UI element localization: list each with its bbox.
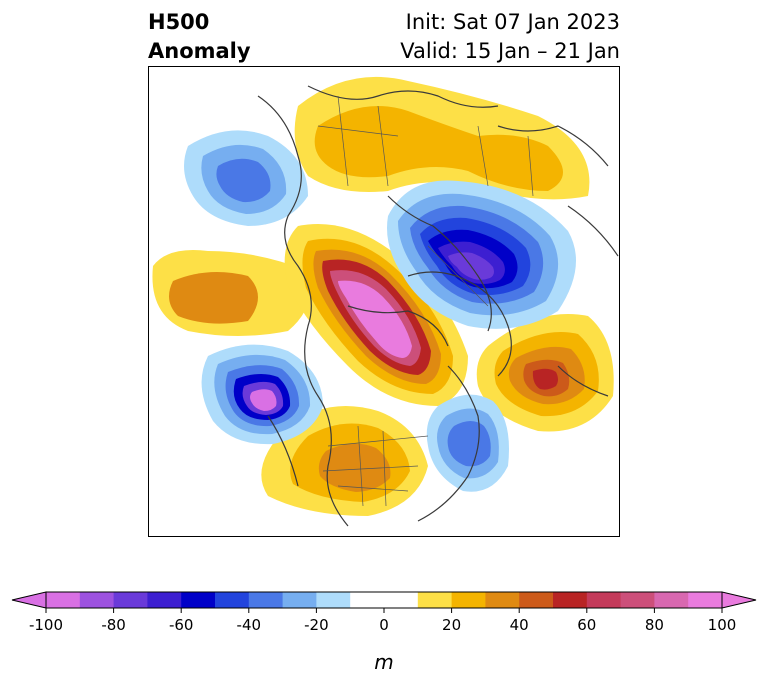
colorbar-tick-label: 80 <box>645 616 664 634</box>
colorbar-tick-label: 20 <box>442 616 461 634</box>
map-frame <box>148 66 620 537</box>
colorbar-swatch <box>485 592 520 608</box>
colorbar-swatch <box>46 592 81 608</box>
colorbar-swatch <box>79 592 115 608</box>
anomaly-map <box>148 66 620 537</box>
valid-range-label: Valid: 15 Jan – 21 Jan <box>400 39 620 63</box>
colorbar-under-arrow <box>11 591 47 609</box>
colorbar-swatch <box>215 592 250 608</box>
colorbar-over-arrow <box>721 591 757 609</box>
colorbar-swatch <box>417 592 453 608</box>
colorbar-tick-label: 100 <box>708 616 737 634</box>
positive-anomaly-fields <box>152 76 614 516</box>
colorbar-swatch <box>451 592 486 608</box>
colorbar-tick-label: -60 <box>169 616 194 634</box>
colorbar-swatch <box>586 592 622 608</box>
init-date-label: Init: Sat 07 Jan 2023 <box>405 10 620 34</box>
colorbar: -100 -80 -60 -40 -20 0 20 40 60 80 100 m <box>11 591 757 674</box>
colorbar-tick-label: -80 <box>101 616 126 634</box>
title-line-2: Anomaly <box>148 39 251 63</box>
title-line-1: H500 <box>148 10 210 34</box>
colorbar-swatch <box>519 592 554 608</box>
colorbar-tick-label: 60 <box>577 616 596 634</box>
colorbar-tick-label: -20 <box>304 616 329 634</box>
colorbar-swatches <box>46 592 723 608</box>
colorbar-swatch <box>688 592 723 608</box>
colorbar-swatch <box>384 592 419 608</box>
colorbar-swatch <box>654 592 689 608</box>
country-borders <box>317 95 534 507</box>
colorbar-swatch <box>316 592 351 608</box>
colorbar-swatch <box>282 592 317 608</box>
date-info: Init: Sat 07 Jan 2023 Valid: 15 Jan – 21… <box>400 8 620 66</box>
negative-anomaly-fields <box>184 130 576 492</box>
colorbar-swatch <box>147 592 182 608</box>
colorbar-tick-label: -100 <box>29 616 63 634</box>
colorbar-tick-label: 40 <box>510 616 529 634</box>
coastlines <box>257 85 619 527</box>
colorbar-tick-label: 0 <box>379 616 389 634</box>
colorbar-swatch <box>113 592 148 608</box>
colorbar-swatch <box>553 592 588 608</box>
colorbar-swatch <box>620 592 655 608</box>
colorbar-unit: m <box>374 650 393 674</box>
colorbar-swatch <box>181 592 216 608</box>
plot-title: H500 Anomaly <box>148 8 251 66</box>
colorbar-swatch <box>350 592 385 608</box>
colorbar-swatch <box>248 592 284 608</box>
colorbar-tick-label: -40 <box>237 616 262 634</box>
colorbar-ticks: -100 -80 -60 -40 -20 0 20 40 60 80 100 <box>29 608 736 634</box>
